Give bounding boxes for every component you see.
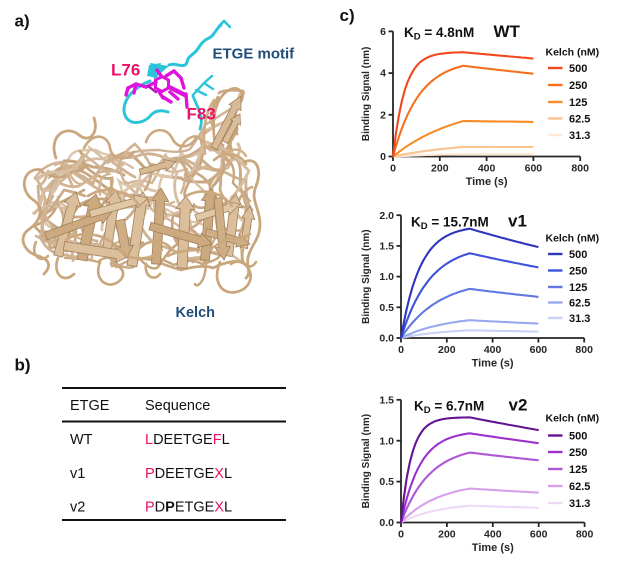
svg-text:KD = 4.8nM: KD = 4.8nM — [404, 25, 474, 43]
svg-text:F83: F83 — [187, 105, 216, 124]
svg-text:125: 125 — [569, 282, 587, 294]
svg-text:1.5: 1.5 — [379, 394, 394, 406]
svg-text:KD = 6.7nM: KD = 6.7nM — [414, 399, 484, 417]
svg-text:125: 125 — [569, 464, 587, 476]
svg-text:v1: v1 — [70, 466, 85, 482]
svg-text:400: 400 — [484, 528, 502, 540]
svg-text:Time (s): Time (s) — [472, 542, 514, 554]
svg-text:4: 4 — [380, 68, 386, 80]
svg-text:Kelch: Kelch — [176, 305, 216, 321]
svg-text:Binding Signal (nm): Binding Signal (nm) — [361, 229, 372, 323]
svg-text:0: 0 — [390, 162, 396, 174]
svg-text:v2: v2 — [70, 500, 85, 516]
svg-text:L76: L76 — [111, 61, 140, 80]
svg-text:Kelch (nM): Kelch (nM) — [546, 233, 600, 245]
svg-text:800: 800 — [576, 528, 594, 540]
svg-text:a): a) — [15, 12, 30, 31]
svg-text:200: 200 — [431, 162, 449, 174]
svg-text:0.0: 0.0 — [379, 517, 394, 529]
svg-text:v1: v1 — [508, 212, 527, 231]
svg-text:0: 0 — [398, 528, 404, 540]
svg-text:400: 400 — [478, 162, 496, 174]
svg-text:250: 250 — [569, 80, 587, 92]
svg-text:KD = 15.7nM: KD = 15.7nM — [411, 215, 489, 233]
svg-text:62.5: 62.5 — [569, 481, 590, 493]
svg-text:800: 800 — [571, 162, 589, 174]
svg-text:600: 600 — [530, 528, 548, 540]
svg-text:31.3: 31.3 — [569, 130, 590, 142]
svg-text:b): b) — [15, 356, 31, 375]
svg-text:WT: WT — [494, 22, 521, 41]
svg-text:0.0: 0.0 — [379, 333, 394, 345]
svg-text:0: 0 — [398, 344, 404, 356]
svg-text:LDEETGEFL: LDEETGEFL — [145, 432, 230, 448]
svg-text:0: 0 — [380, 151, 386, 163]
svg-text:250: 250 — [569, 447, 587, 459]
svg-text:Kelch (nM): Kelch (nM) — [546, 47, 600, 59]
svg-text:2.0: 2.0 — [379, 210, 394, 222]
svg-text:600: 600 — [525, 162, 543, 174]
svg-text:500: 500 — [569, 431, 587, 443]
svg-text:1.0: 1.0 — [379, 435, 394, 447]
svg-text:ETGE: ETGE — [70, 398, 110, 414]
svg-text:c): c) — [340, 6, 355, 25]
svg-text:250: 250 — [569, 266, 587, 278]
svg-text:Binding Signal (nm): Binding Signal (nm) — [361, 47, 372, 141]
svg-text:0.5: 0.5 — [379, 476, 394, 488]
svg-text:ETGE motif: ETGE motif — [213, 46, 296, 63]
svg-text:31.3: 31.3 — [569, 498, 590, 510]
svg-text:v2: v2 — [509, 396, 528, 415]
svg-text:2: 2 — [380, 109, 386, 121]
svg-text:Binding Signal (nm): Binding Signal (nm) — [361, 414, 372, 508]
svg-text:62.5: 62.5 — [569, 114, 590, 126]
svg-text:0.5: 0.5 — [379, 302, 394, 314]
svg-text:800: 800 — [575, 344, 593, 356]
svg-text:500: 500 — [569, 249, 587, 261]
svg-text:600: 600 — [530, 344, 548, 356]
svg-text:31.3: 31.3 — [569, 313, 590, 325]
svg-text:62.5: 62.5 — [569, 298, 590, 310]
svg-text:6: 6 — [380, 26, 386, 38]
svg-text:200: 200 — [438, 344, 456, 356]
svg-text:200: 200 — [438, 528, 456, 540]
svg-text:1.0: 1.0 — [379, 271, 394, 283]
svg-text:WT: WT — [70, 432, 93, 448]
svg-text:125: 125 — [569, 97, 587, 109]
svg-text:Kelch (nM): Kelch (nM) — [546, 413, 600, 425]
svg-text:Time (s): Time (s) — [472, 358, 514, 370]
svg-text:500: 500 — [569, 63, 587, 75]
svg-text:PDPETGEXL: PDPETGEXL — [145, 500, 232, 516]
svg-text:PDEETGEXL: PDEETGEXL — [145, 466, 232, 482]
svg-text:1.5: 1.5 — [379, 241, 394, 253]
svg-text:Sequence: Sequence — [145, 398, 210, 414]
svg-text:400: 400 — [484, 344, 502, 356]
svg-text:Time (s): Time (s) — [466, 176, 508, 188]
